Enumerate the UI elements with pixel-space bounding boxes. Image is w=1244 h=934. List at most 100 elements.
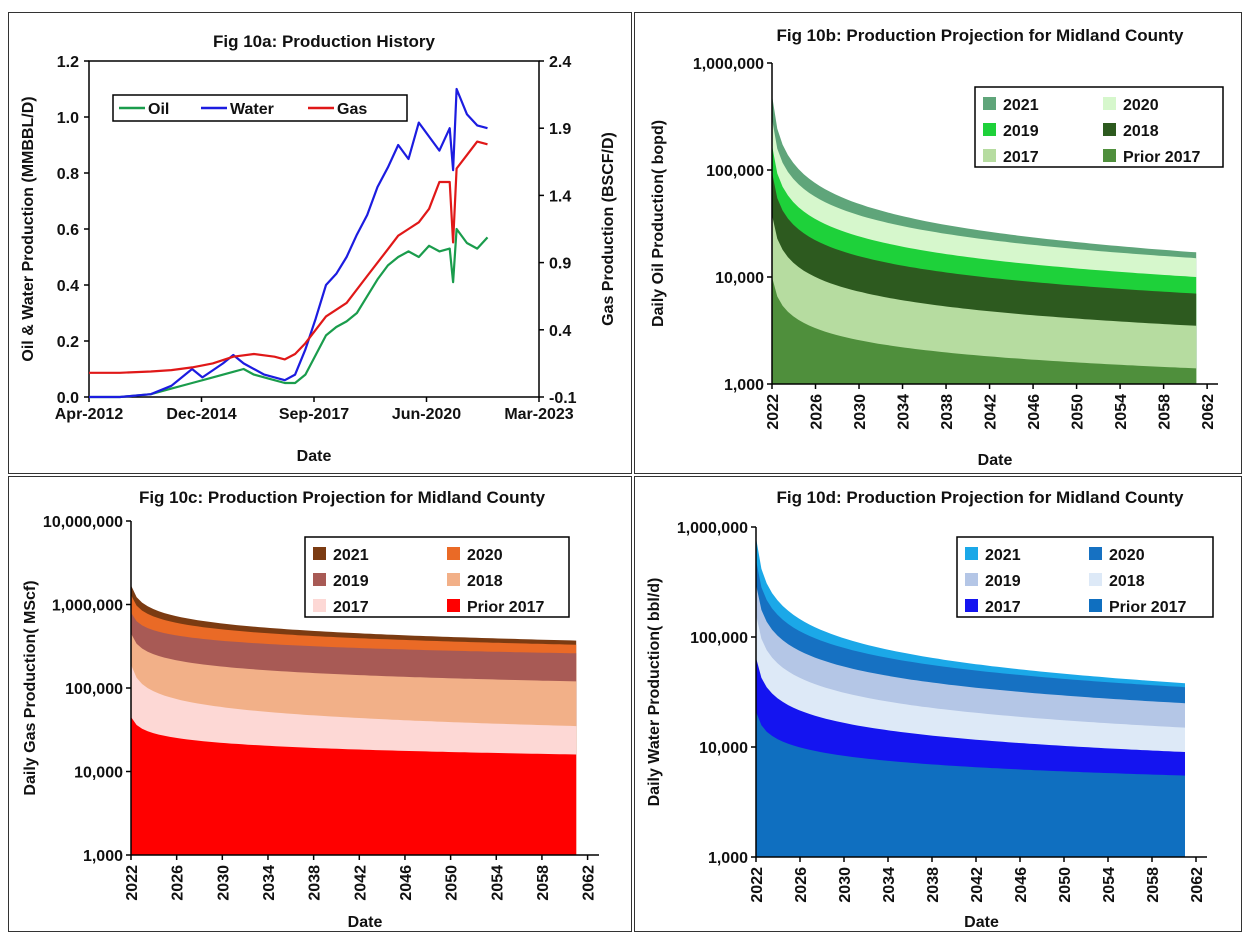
x-tick-label: 2046 <box>1026 394 1043 430</box>
legend-swatch-2021 <box>983 97 996 110</box>
legend-swatch-2017 <box>313 599 326 612</box>
y-tick-label: 1,000 <box>708 850 748 867</box>
y-tick-label: 10,000 <box>699 740 748 757</box>
x-tick-label: 2046 <box>1013 867 1030 903</box>
legend-label-gas: Gas <box>337 101 367 118</box>
chart-title: Fig 10a: Production History <box>213 32 436 51</box>
x-tick-label: 2034 <box>896 394 913 430</box>
y-tick-label: 0.4 <box>57 278 79 295</box>
y-tick-label: 100,000 <box>65 681 123 698</box>
legend-label-2020: 2020 <box>467 547 503 564</box>
fig-10c-chart: Fig 10c: Production Projection for Midla… <box>22 488 599 931</box>
y-tick-label: 1.2 <box>57 54 79 71</box>
y-tick-label: 0.6 <box>57 222 79 239</box>
legend-label-2020: 2020 <box>1109 547 1145 564</box>
legend-box <box>304 536 570 618</box>
legend-box <box>974 86 1224 168</box>
legend-swatch-2021 <box>965 547 978 560</box>
legend-swatch-2019 <box>965 573 978 586</box>
x-tick-label: 2058 <box>1157 394 1174 430</box>
y-tick-label: 1,000,000 <box>677 520 748 537</box>
y-axis-label: Daily Gas Production( MScf) <box>22 580 39 795</box>
x-tick-label: 2030 <box>215 865 232 901</box>
x-tick-label: 2062 <box>1200 394 1217 430</box>
legend-label-2021: 2021 <box>333 547 369 564</box>
legend-swatch-2018 <box>1103 123 1116 136</box>
legend-label-2020: 2020 <box>1123 97 1159 114</box>
fig-10c-panel: Fig 10c: Production Projection for Midla… <box>8 476 632 932</box>
area-series-prior-2017 <box>756 711 1185 857</box>
series-line-gas <box>89 140 488 374</box>
legend-label-2019: 2019 <box>333 573 369 590</box>
legend-swatch-prior-2017 <box>1089 599 1102 612</box>
x-tick-label: 2038 <box>307 865 324 901</box>
area-series-prior-2017 <box>131 717 577 855</box>
x-tick-label: 2050 <box>1057 867 1074 903</box>
legend-label-2021: 2021 <box>985 547 1021 564</box>
x-tick-label: 2042 <box>969 867 986 903</box>
legend-swatch-2018 <box>1089 573 1102 586</box>
legend-label-oil: Oil <box>148 101 169 118</box>
x-tick-label: Dec-2014 <box>166 406 236 423</box>
x-tick-label: 2054 <box>1101 867 1118 903</box>
legend-swatch-2019 <box>983 123 996 136</box>
chart-title: Fig 10b: Production Projection for Midla… <box>776 26 1184 45</box>
x-tick-label: 2046 <box>398 865 415 901</box>
y-tick-label: 10,000 <box>715 270 764 287</box>
legend-label-2018: 2018 <box>1123 123 1159 140</box>
legend-label-2017: 2017 <box>1003 149 1039 166</box>
y-tick-label: 100,000 <box>706 163 764 180</box>
x-tick-label: 2062 <box>581 865 598 901</box>
legend-label-2018: 2018 <box>467 573 503 590</box>
legend-label-2019: 2019 <box>985 573 1021 590</box>
x-tick-label: 2058 <box>535 865 552 901</box>
x-tick-label: 2026 <box>809 394 826 430</box>
legend-box <box>112 94 408 122</box>
y-tick-label: 1.0 <box>57 110 79 127</box>
legend-label-water: Water <box>230 101 274 118</box>
legend-swatch-2020 <box>1089 547 1102 560</box>
legend-label-prior-2017: Prior 2017 <box>467 599 544 616</box>
legend-swatch-prior-2017 <box>1103 149 1116 162</box>
x-axis-label: Date <box>297 448 332 465</box>
legend-label-2021: 2021 <box>1003 97 1039 114</box>
legend-swatch-2018 <box>447 573 460 586</box>
x-tick-label: 2038 <box>939 394 956 430</box>
y-axis-label: Daily Oil Production( bopd) <box>650 120 667 327</box>
y-tick-label: 100,000 <box>690 630 748 647</box>
chart-title: Fig 10c: Production Projection for Midla… <box>139 488 546 507</box>
y-tick-label: 1,000,000 <box>693 56 764 73</box>
legend-swatch-2021 <box>313 547 326 560</box>
y-tick-label: 0.8 <box>57 166 79 183</box>
x-tick-label: Apr-2012 <box>55 406 124 423</box>
y-tick-label: 1,000,000 <box>52 598 123 615</box>
y-tick-label: 0.0 <box>57 390 79 407</box>
y2-tick-label: 0.9 <box>549 256 571 273</box>
fig-10d-chart: Fig 10d: Production Projection for Midla… <box>646 488 1214 931</box>
fig-10b-chart: Fig 10b: Production Projection for Midla… <box>650 26 1224 469</box>
legend-label-prior-2017: Prior 2017 <box>1109 599 1186 616</box>
x-tick-label: 2030 <box>837 867 854 903</box>
legend-box <box>956 536 1214 618</box>
x-tick-label: 2026 <box>793 867 810 903</box>
legend-swatch-2020 <box>447 547 460 560</box>
y2-tick-label: -0.1 <box>549 390 577 407</box>
chart-title: Fig 10d: Production Projection for Midla… <box>776 488 1184 507</box>
x-tick-label: 2062 <box>1189 867 1206 903</box>
y-tick-label: 1,000 <box>724 377 764 394</box>
x-tick-label: 2050 <box>444 865 461 901</box>
area-series-2017 <box>772 215 1197 384</box>
series-line-oil <box>89 227 489 399</box>
y-tick-label: 10,000 <box>74 765 123 782</box>
fig-10d-panel: Fig 10d: Production Projection for Midla… <box>634 476 1242 932</box>
x-tick-label: Mar-2023 <box>504 406 573 423</box>
area-series-prior-2017 <box>772 277 1197 384</box>
y2-tick-label: 1.4 <box>549 188 571 205</box>
x-tick-label: 2058 <box>1145 867 1162 903</box>
y-axis-label: Daily Water Production( bbl/d) <box>646 578 663 807</box>
x-tick-label: 2034 <box>881 867 898 903</box>
legend-label-2017: 2017 <box>333 599 369 616</box>
y2-axis-label: Gas Production (BSCF/D) <box>600 132 617 326</box>
x-tick-label: 2038 <box>925 867 942 903</box>
series-line-water <box>89 87 488 399</box>
